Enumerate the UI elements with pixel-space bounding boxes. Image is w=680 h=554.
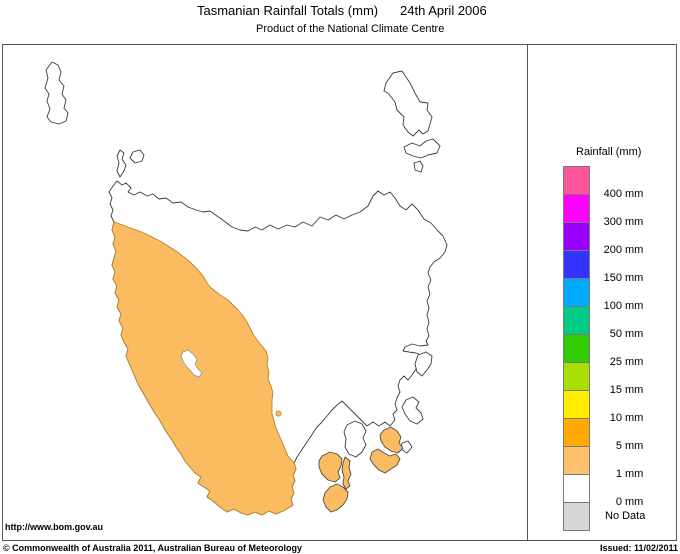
legend-label: 150 mm [603,272,644,284]
king-island [44,61,69,125]
macquarie-harbour [180,349,203,378]
hunter-island [116,149,127,178]
rainfall-tasman-south [369,448,401,474]
maria-island [414,351,433,377]
rainfall-bruny-south [322,483,349,513]
legend-label: 0 mm [615,496,644,508]
page-title: Tasmanian Rainfall Totals (mm) [197,3,379,18]
legend-swatch [563,418,590,447]
legend-label: 1 mm [615,468,644,480]
legend-label: No Data [605,510,646,522]
rainfall-region-west [111,221,297,516]
legend-swatch [563,502,590,531]
rainfall-tasman-north [379,426,404,454]
legend-swatch [563,166,590,195]
footer-url: http://www.bom.gov.au [5,522,103,532]
legend-label: 5 mm [615,440,644,452]
three-hummock-island [129,149,145,164]
cape-barren-island [403,138,441,159]
legend-entries: 400 mm 300 mm 200 mm 150 mm 100 mm 50 mm 25 mm 15 mm 10 m… [563,166,680,536]
legend-label: 300 mm [603,216,644,228]
clarke-island [413,160,424,173]
rainfall-bruny-strip [341,456,352,490]
legend-swatch [563,446,590,475]
legend-label: 100 mm [603,300,644,312]
page-subtitle: Product of the National Climate Centre [256,23,445,35]
legend-swatch [563,474,590,503]
page-date: 24th April 2006 [400,3,487,18]
legend-label: 15 mm [609,384,644,396]
map-frame [2,44,677,541]
legend-label: 10 mm [609,412,644,424]
legend-swatch [563,334,590,363]
legend-swatch [563,390,590,419]
forestier-peninsula [401,396,424,425]
flinders-island [383,70,433,137]
legend-swatch [563,250,590,279]
rainfall-dot [275,410,282,417]
footer-copyright: © Commonwealth of Australia 2011, Austra… [3,543,303,553]
legend-label: 50 mm [609,328,644,340]
legend-swatch [563,306,590,335]
north-bruny-island [343,420,367,458]
legend-label: 25 mm [609,356,644,368]
rainfall-bruny-mid [318,451,343,483]
legend-swatch [563,362,590,391]
legend-label: 200 mm [603,244,644,256]
legend-label: 400 mm [603,188,644,200]
legend-swatch [563,278,590,307]
footer-issued: Issued: 11/02/2011 [599,543,678,553]
legend-title: Rainfall (mm) [576,146,642,158]
legend-swatch [563,222,590,251]
legend-swatch [563,194,590,223]
